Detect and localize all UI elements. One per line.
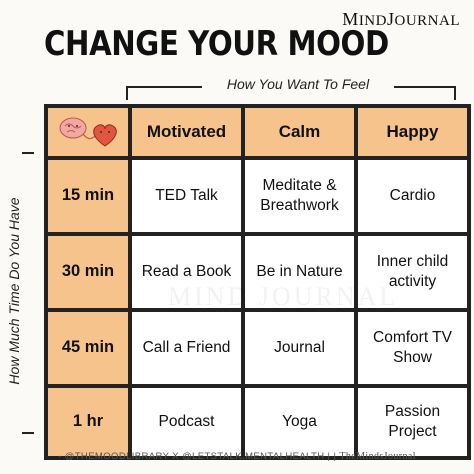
brain-heart-icon [59, 117, 117, 147]
mood-table: Motivated Calm Happy 15 min TED Talk Med… [44, 104, 471, 460]
footer-credits: - @THEMOODLIBRARY X @LETSTALK.MENTALHEAL… [0, 451, 474, 462]
side-axis-label: How Much Time Do You Have [6, 146, 22, 436]
table-cell: Read a Book [132, 236, 241, 308]
table-cell: Cardio [358, 160, 467, 232]
table-cell: Be in Nature [245, 236, 354, 308]
page-title: CHANGE YOUR MOOD [44, 24, 389, 64]
column-header-happy: Happy [358, 108, 467, 156]
footer-site: TheMindsJournal [339, 451, 416, 462]
top-axis-label: How You Want To Feel [202, 76, 394, 92]
brand-text-ind: IND [358, 13, 387, 29]
table-cell: Inner child activity [358, 236, 467, 308]
table-cell: Call a Friend [132, 312, 241, 384]
corner-cell [48, 108, 128, 156]
side-bracket [20, 152, 34, 434]
brand-text-ournal: OURNAL [394, 13, 460, 29]
column-header-motivated: Motivated [132, 108, 241, 156]
brand-logo: MINDJOURNAL [342, 9, 460, 30]
table-cell: Podcast [132, 388, 241, 456]
table-cell: Passion Project [358, 388, 467, 456]
brand-letter-j: J [386, 9, 395, 29]
table-cell: Journal [245, 312, 354, 384]
row-header-30-min: 30 min [48, 236, 128, 308]
table-cell: Comfort TV Show [358, 312, 467, 384]
row-header-15-min: 15 min [48, 160, 128, 232]
column-header-calm: Calm [245, 108, 354, 156]
footer-handles: - @THEMOODLIBRARY X @LETSTALK.MENTALHEAL… [58, 451, 337, 462]
table-cell: TED Talk [132, 160, 241, 232]
row-header-1-hr: 1 hr [48, 388, 128, 456]
table-cell: Meditate & Breathwork [245, 160, 354, 232]
table-cell: Yoga [245, 388, 354, 456]
row-header-45-min: 45 min [48, 312, 128, 384]
brand-letter-m: M [342, 9, 359, 29]
